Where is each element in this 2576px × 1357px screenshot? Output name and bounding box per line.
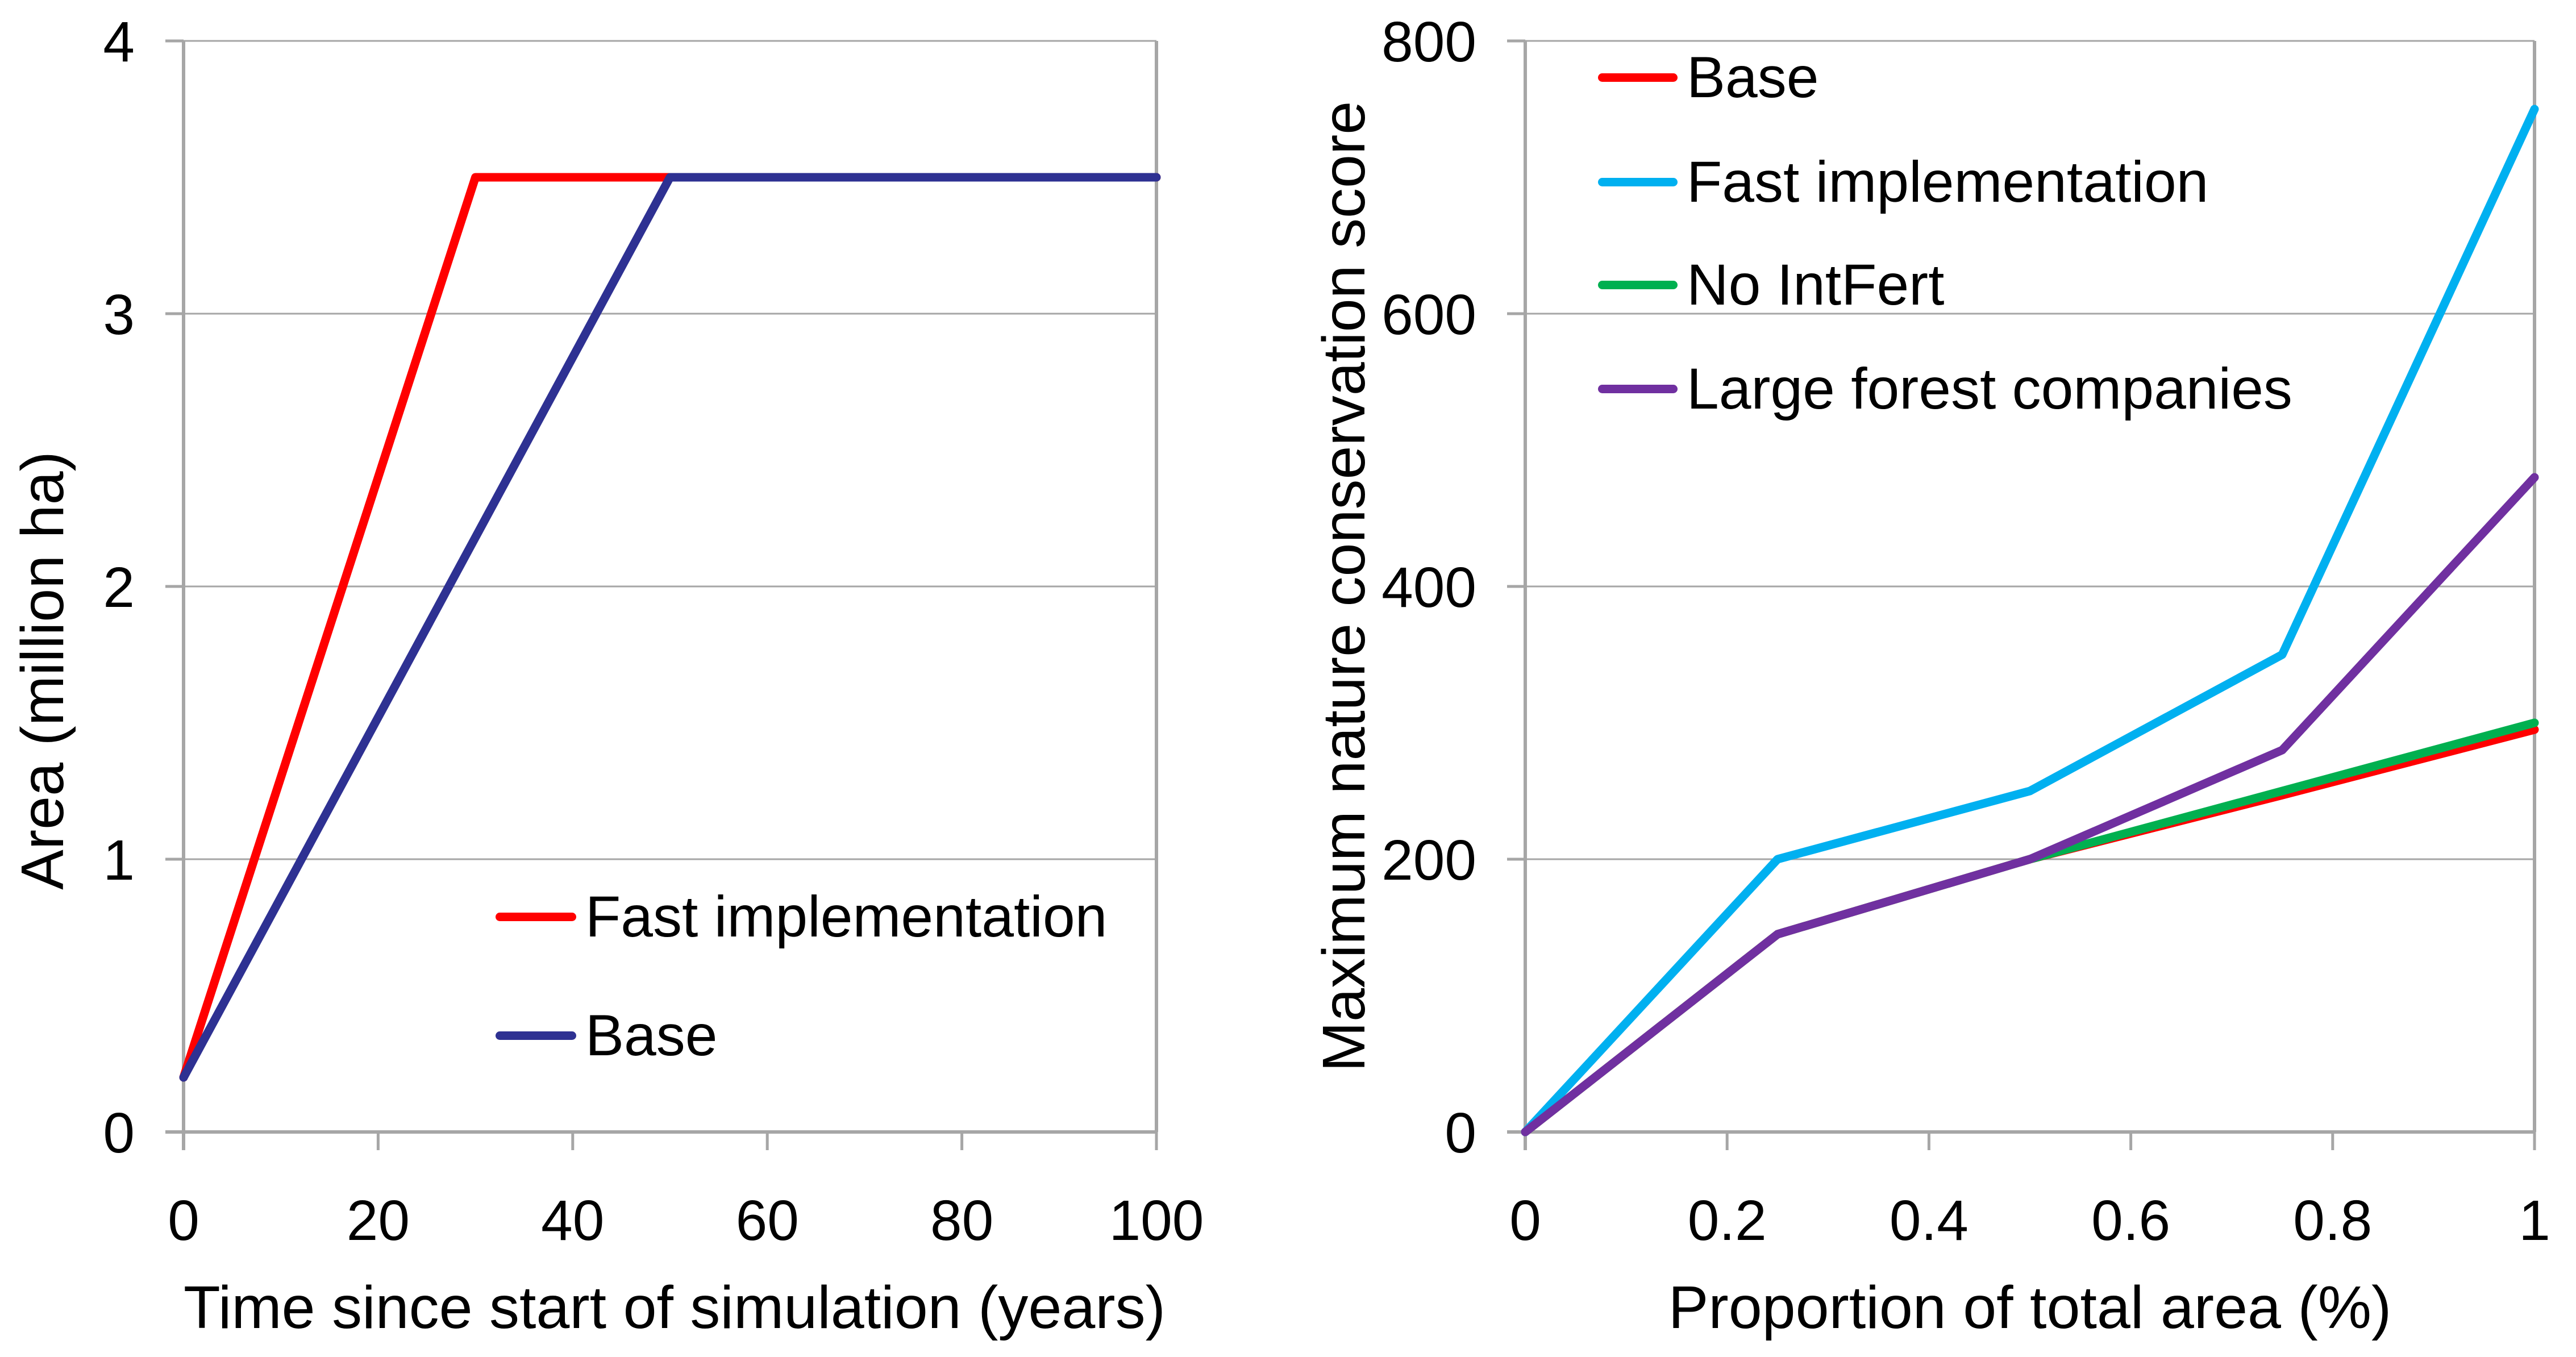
legend-item-base: Base <box>1598 48 1819 106</box>
y-tick-label: 4 <box>103 10 135 74</box>
x-tick-label: 0 <box>1509 1189 1541 1252</box>
y-tick-label: 200 <box>1381 829 1476 892</box>
x-tick-label: 60 <box>736 1189 799 1252</box>
right-x-axis-title: Proportion of total area (%) <box>1668 1274 2392 1341</box>
legend-item-fast-implementation: Fast implementation <box>496 888 1107 946</box>
series-line-base <box>179 173 1161 1082</box>
x-tick-label: 0.4 <box>1890 1189 1969 1252</box>
legend-label: Fast implementation <box>1687 149 2209 214</box>
x-tick-label: 0.8 <box>2293 1189 2372 1252</box>
legend-item-no-intfert: No IntFert <box>1598 256 1944 314</box>
legend-swatch-large-forest-companies <box>1598 384 1678 393</box>
legend-item-base: Base <box>496 1006 718 1064</box>
legend-label: Fast implementation <box>585 884 1108 949</box>
legend-swatch-fast-implementation <box>496 912 576 921</box>
legend-swatch-base <box>496 1031 576 1040</box>
chart-panel-1: 0 200 400 600 800 0 0.2 0.4 0.6 0.8 1 <box>1381 10 2550 1252</box>
legend-label: No IntFert <box>1687 252 1945 317</box>
left-y-axis-title: Area (million ha) <box>9 451 76 890</box>
y-tick-label: 3 <box>103 283 135 347</box>
legend-label: Base <box>585 1003 718 1068</box>
legend-label: Large forest companies <box>1687 356 2292 421</box>
left-x-axis-title: Time since start of simulation (years) <box>184 1274 1166 1341</box>
x-tick-label: 0.6 <box>2091 1189 2170 1252</box>
y-tick-label: 2 <box>103 556 135 619</box>
x-tick-label: 80 <box>930 1189 993 1252</box>
legend-swatch-no-intfert <box>1598 280 1678 289</box>
x-tick-label: 20 <box>347 1189 410 1252</box>
series-line-no-intfert <box>1521 718 2539 1137</box>
x-tick-label: 0 <box>168 1189 199 1252</box>
y-tick-label: 400 <box>1381 556 1476 619</box>
y-tick-label: 0 <box>1445 1101 1476 1165</box>
legend-item-large-forest-companies: Large forest companies <box>1598 360 2292 418</box>
y-tick-label: 600 <box>1381 283 1476 347</box>
x-tick-label: 0.2 <box>1688 1189 1767 1252</box>
series-line-large-forest-companies <box>1521 473 2539 1137</box>
right-y-axis-title: Maximum nature conservation score <box>1310 101 1378 1072</box>
x-tick-label: 40 <box>541 1189 604 1252</box>
series-line-fast-implementation <box>1521 105 2539 1137</box>
y-tick-label: 0 <box>103 1101 135 1165</box>
y-tick-label: 1 <box>103 829 135 892</box>
legend-item-fast-implementation: Fast implementation <box>1598 153 2208 211</box>
legend-label: Base <box>1687 45 1819 110</box>
x-tick-label: 1 <box>2519 1189 2550 1252</box>
y-tick-label: 800 <box>1381 10 1476 74</box>
x-tick-label: 100 <box>1109 1189 1204 1252</box>
legend-swatch-fast-implementation <box>1598 177 1678 186</box>
legend-swatch-base <box>1598 73 1678 82</box>
